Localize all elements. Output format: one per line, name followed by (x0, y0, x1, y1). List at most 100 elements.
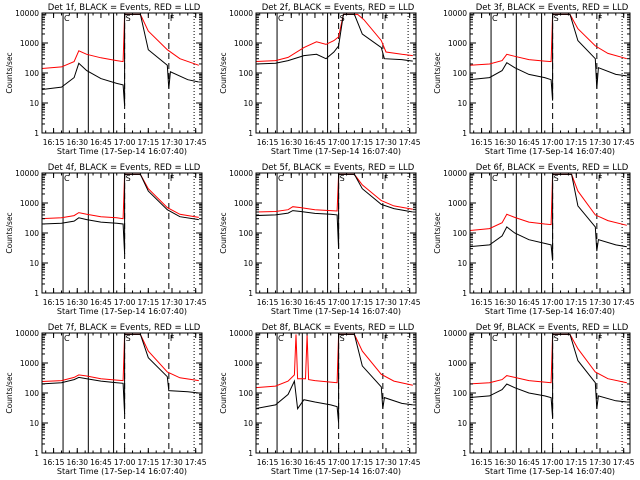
lld-series-line (42, 13, 199, 70)
segment-flag-label: C (492, 14, 498, 23)
x-tick-label: 17:00 (328, 298, 350, 307)
events-series-line (256, 13, 413, 65)
x-tick-label: 17:00 (542, 138, 564, 147)
panel-7: Det 7f, BLACK = Events, RED = LLD 1 10 100 1… (5, 323, 207, 476)
segment-flag-label: C (278, 174, 284, 183)
segment-flag-label: F (598, 14, 603, 23)
y-tick-label: 10 (29, 419, 39, 428)
x-tick-label: 16:30 (280, 298, 302, 307)
y-tick-label: 10 (457, 419, 467, 428)
events-series-line (42, 333, 199, 415)
segment-flag-label: F (170, 14, 175, 23)
y-tick-label: 1000 (448, 359, 467, 368)
segment-flag-label: S (554, 14, 559, 23)
y-tick-label: 10 (243, 99, 253, 108)
x-axis-label: Start Time (17-Sep-14 16:07:40) (485, 307, 615, 316)
x-tick-label: 17:45 (399, 458, 421, 467)
x-tick-label: 16:30 (494, 458, 516, 467)
plot-frame (469, 172, 631, 294)
y-tick-label: 1 (34, 289, 39, 298)
x-tick-label: 16:30 (280, 138, 302, 147)
x-tick-label: 17:30 (589, 458, 611, 467)
lld-series-line (42, 173, 199, 220)
plot-frame (41, 332, 203, 454)
panel-3: Det 3f, BLACK = Events, RED = LLD 1 10 100 1… (433, 3, 635, 156)
y-tick-label: 10 (29, 99, 39, 108)
plot-frame (469, 332, 631, 454)
events-series-line (470, 333, 627, 418)
y-tick-label: 1000 (20, 359, 39, 368)
plot-frame (41, 172, 203, 294)
y-tick-label: 1 (248, 289, 253, 298)
events-series-line (470, 173, 627, 261)
segment-flag-label: C (278, 334, 284, 343)
x-tick-label: 16:30 (494, 138, 516, 147)
x-tick-label: 17:00 (114, 138, 136, 147)
panel-8: Det 8f, BLACK = Events, RED = LLD 1 10 100 1… (219, 323, 421, 476)
lld-series-line (470, 173, 627, 231)
y-tick-label: 100 (25, 389, 40, 398)
events-series-line (470, 13, 627, 101)
y-tick-label: 10 (29, 259, 39, 268)
x-tick-label: 17:45 (613, 138, 635, 147)
panel-title: Det 3f, BLACK = Events, RED = LLD (476, 3, 629, 13)
panel-6: Det 6f, BLACK = Events, RED = LLD 1 10 100 1… (433, 163, 635, 316)
panel-title: Det 9f, BLACK = Events, RED = LLD (476, 323, 629, 333)
segment-flag-label: F (598, 334, 603, 343)
x-tick-label: 17:45 (613, 458, 635, 467)
segment-flag-label: C (64, 334, 70, 343)
x-tick-label: 16:15 (43, 298, 65, 307)
segment-flag-label: S (554, 334, 559, 343)
y-tick-label: 10000 (229, 169, 253, 178)
lld-series-line (470, 333, 627, 385)
lld-series-line (256, 13, 413, 63)
segment-flag-label: S (126, 174, 131, 183)
x-tick-label: 16:45 (518, 138, 540, 147)
segment-flag-label: C (492, 174, 498, 183)
segment-flag-label: F (384, 14, 389, 23)
x-tick-label: 17:00 (328, 458, 350, 467)
plot-frame (41, 12, 203, 134)
panel-4: Det 4f, BLACK = Events, RED = LLD 1 10 100 1… (5, 163, 207, 316)
x-tick-label: 16:30 (494, 298, 516, 307)
y-tick-label: 10000 (443, 169, 467, 178)
y-tick-label: 10 (243, 259, 253, 268)
series-group (256, 333, 413, 424)
y-tick-label: 10000 (15, 169, 39, 178)
x-tick-label: 17:00 (114, 298, 136, 307)
y-tick-label: 100 (239, 69, 254, 78)
y-axis-label: Counts/sec (219, 372, 228, 413)
panel-title: Det 7f, BLACK = Events, RED = LLD (48, 323, 201, 333)
events-series-line (256, 173, 413, 249)
events-series-line (256, 333, 413, 424)
plot-frame (255, 172, 417, 294)
y-axis-label: Counts/sec (5, 372, 14, 413)
y-axis-label: Counts/sec (5, 52, 14, 93)
x-axis-label: Start Time (17-Sep-14 16:07:40) (57, 467, 187, 476)
y-tick-label: 100 (25, 229, 40, 238)
panel-5: Det 5f, BLACK = Events, RED = LLD 1 10 100 1… (219, 163, 421, 316)
segment-flag-label: S (340, 14, 345, 23)
events-series-line (42, 173, 199, 255)
series-group (470, 333, 627, 418)
lld-series-line (42, 333, 199, 383)
x-tick-label: 17:15 (352, 458, 374, 467)
x-tick-label: 17:00 (542, 458, 564, 467)
x-axis-label: Start Time (17-Sep-14 16:07:40) (485, 467, 615, 476)
y-tick-label: 10 (457, 259, 467, 268)
y-tick-label: 100 (239, 389, 254, 398)
x-tick-label: 17:30 (161, 458, 183, 467)
panel-1: Det 1f, BLACK = Events, RED = LLD 1 10 100 1… (5, 3, 207, 156)
segment-flag-label: S (340, 334, 345, 343)
segment-flag-label: C (64, 174, 70, 183)
segment-flag-label: C (278, 14, 284, 23)
x-tick-label: 17:30 (375, 138, 397, 147)
x-axis-label: Start Time (17-Sep-14 16:07:40) (57, 147, 187, 156)
x-tick-label: 16:30 (66, 138, 88, 147)
y-tick-label: 10000 (15, 329, 39, 338)
x-axis-label: Start Time (17-Sep-14 16:07:40) (271, 147, 401, 156)
panel-title: Det 6f, BLACK = Events, RED = LLD (476, 163, 629, 173)
x-tick-label: 16:30 (280, 458, 302, 467)
y-tick-label: 1000 (448, 39, 467, 48)
series-group (42, 13, 199, 106)
